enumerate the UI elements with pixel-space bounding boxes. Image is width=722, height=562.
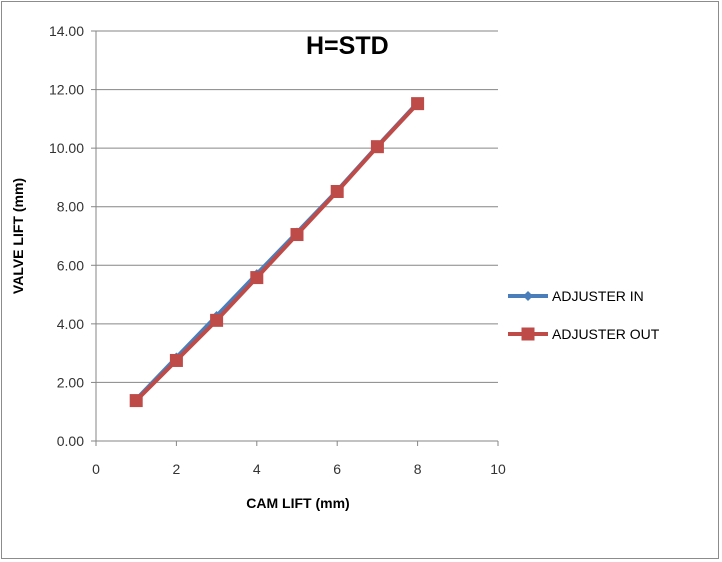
gridlines: [91, 30, 499, 446]
data-point-adjuster-out: [330, 184, 344, 198]
series-line-adjuster-out: [134, 102, 420, 403]
y-tick-label: 10.00: [49, 140, 84, 156]
y-tick-label: 12.00: [49, 82, 84, 98]
x-axis-title: CAM LIFT (mm): [246, 495, 349, 511]
data-point-adjuster-out: [370, 140, 384, 154]
legend-item-adjuster-in: ADJUSTER IN: [508, 288, 644, 304]
x-tick-label: 0: [92, 461, 100, 477]
series-adjuster-out: [129, 97, 425, 408]
y-tick-label: 6.00: [57, 257, 84, 273]
x-tick-label: 4: [253, 461, 261, 477]
legend-item-adjuster-out: ADJUSTER OUT: [508, 326, 660, 342]
x-tick-label: 2: [173, 461, 181, 477]
y-tick-label: 4.00: [57, 316, 84, 332]
legend-label: ADJUSTER IN: [552, 288, 644, 304]
x-tick-label: 6: [333, 461, 341, 477]
y-tick-label: 8.00: [57, 199, 84, 215]
data-point-adjuster-out: [290, 228, 304, 242]
legend: ADJUSTER IN ADJUSTER OUT: [508, 288, 660, 342]
y-tick-label: 2.00: [57, 374, 84, 390]
legend-marker-adjuster-out: [521, 327, 535, 341]
legend-marker-adjuster-in: [523, 291, 533, 301]
y-tick-label: 14.00: [49, 23, 84, 39]
data-point-adjuster-out: [129, 394, 143, 408]
data-point-adjuster-out: [411, 97, 425, 111]
series-group: [129, 97, 425, 408]
chart-title: H=STD: [306, 32, 389, 60]
legend-label: ADJUSTER OUT: [552, 326, 660, 342]
data-point-adjuster-out: [210, 313, 224, 327]
axes: [95, 31, 498, 442]
x-tick-label: 8: [414, 461, 422, 477]
y-axis-title: VALVE LIFT (mm): [10, 178, 26, 294]
y-tick-labels: 0.00 2.00 4.00 6.00 8.00 10.00 12.00 14.00: [49, 23, 84, 449]
data-point-adjuster-out: [250, 271, 264, 285]
y-tick-label: 0.00: [57, 433, 84, 449]
x-tick-label: 10: [490, 461, 506, 477]
data-point-adjuster-out: [169, 353, 183, 367]
x-tick-labels: 0 2 4 6 8 10: [92, 461, 506, 477]
